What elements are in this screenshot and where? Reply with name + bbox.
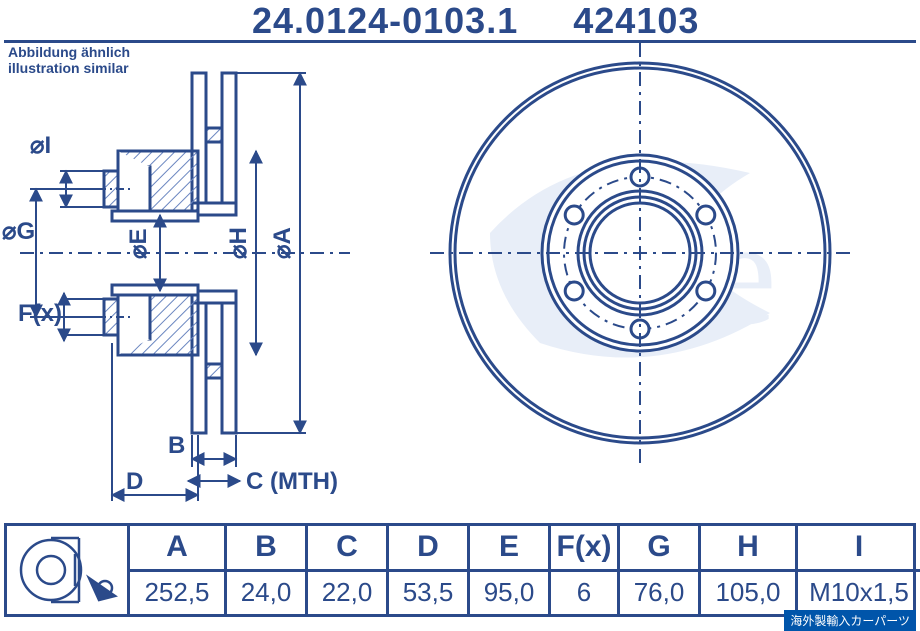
spec-value: 76,0 [620,572,698,615]
label-OA: ⌀A [269,227,296,259]
spec-head: A [130,526,224,572]
spec-icon [7,526,130,614]
spec-col-B: B24,0 [227,526,308,614]
spec-value: 95,0 [470,572,548,615]
spec-col-A: A252,5 [130,526,227,614]
spec-col-C: C22,0 [308,526,389,614]
spec-head: C [308,526,386,572]
technical-drawing: ⌀I ⌀G F(x) ⌀E ⌀H ⌀A B C (MTH) D Ate [0,43,920,513]
spec-col-F(x): F(x)6 [551,526,620,614]
spec-table: A252,5B24,0C22,0D53,5E95,0F(x)6G76,0H105… [4,523,916,617]
header-bar: 24.0124-0103.1 424103 [4,0,916,43]
spec-head: F(x) [551,526,617,572]
spec-value: M10x1,5 [798,572,920,615]
label-B: B [168,432,185,459]
label-OH: ⌀H [225,227,252,259]
page-root: 24.0124-0103.1 424103 Abbildung ähnlich … [0,0,920,631]
spec-head: B [227,526,305,572]
spec-col-H: H105,0 [701,526,798,614]
spec-head: E [470,526,548,572]
spec-value: 24,0 [227,572,305,615]
spec-columns: A252,5B24,0C22,0D53,5E95,0F(x)6G76,0H105… [130,526,920,614]
spec-value: 22,0 [308,572,386,615]
front-view: Ate [430,43,850,463]
label-C: C (MTH) [246,468,338,495]
label-OI: ⌀I [30,132,51,159]
spec-head: I [798,526,920,572]
spec-head: H [701,526,795,572]
spec-value: 105,0 [701,572,795,615]
spec-col-E: E95,0 [470,526,551,614]
spec-head: D [389,526,467,572]
spec-value: 252,5 [130,572,224,615]
label-OG: ⌀G [2,218,35,245]
import-badge: 海外製輸入カーパーツ [784,610,916,631]
rotor-thumbnail-icon [7,530,127,610]
label-D: D [126,468,143,495]
spec-value: 6 [551,572,617,615]
part-number-primary: 24.0124-0103.1 [252,0,518,41]
header-part-numbers: 24.0124-0103.1 424103 [252,0,699,42]
spec-head: G [620,526,698,572]
spec-col-D: D53,5 [389,526,470,614]
spec-col-I: IM10x1,5 [798,526,920,614]
label-OE: ⌀E [125,229,152,259]
spec-col-G: G76,0 [620,526,701,614]
part-number-secondary: 424103 [573,0,699,41]
spec-value: 53,5 [389,572,467,615]
label-Fx: F(x) [18,300,62,327]
